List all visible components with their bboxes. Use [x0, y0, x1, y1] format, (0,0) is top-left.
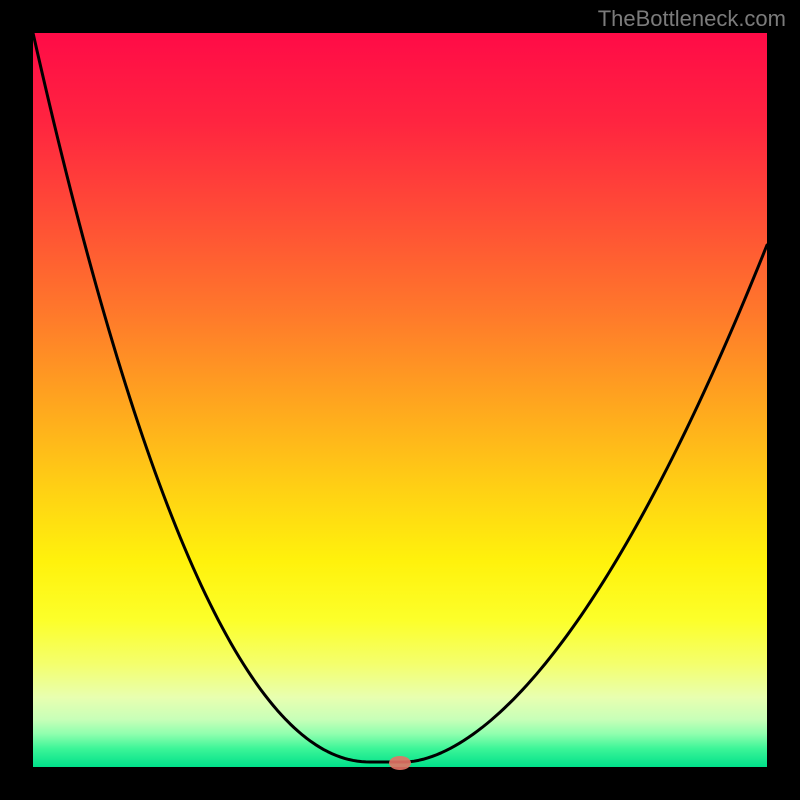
watermark-text: TheBottleneck.com [598, 6, 786, 32]
plot-background [33, 33, 767, 767]
optimal-point-marker [389, 756, 411, 770]
chart-container: TheBottleneck.com [0, 0, 800, 800]
bottleneck-curve-chart [0, 0, 800, 800]
